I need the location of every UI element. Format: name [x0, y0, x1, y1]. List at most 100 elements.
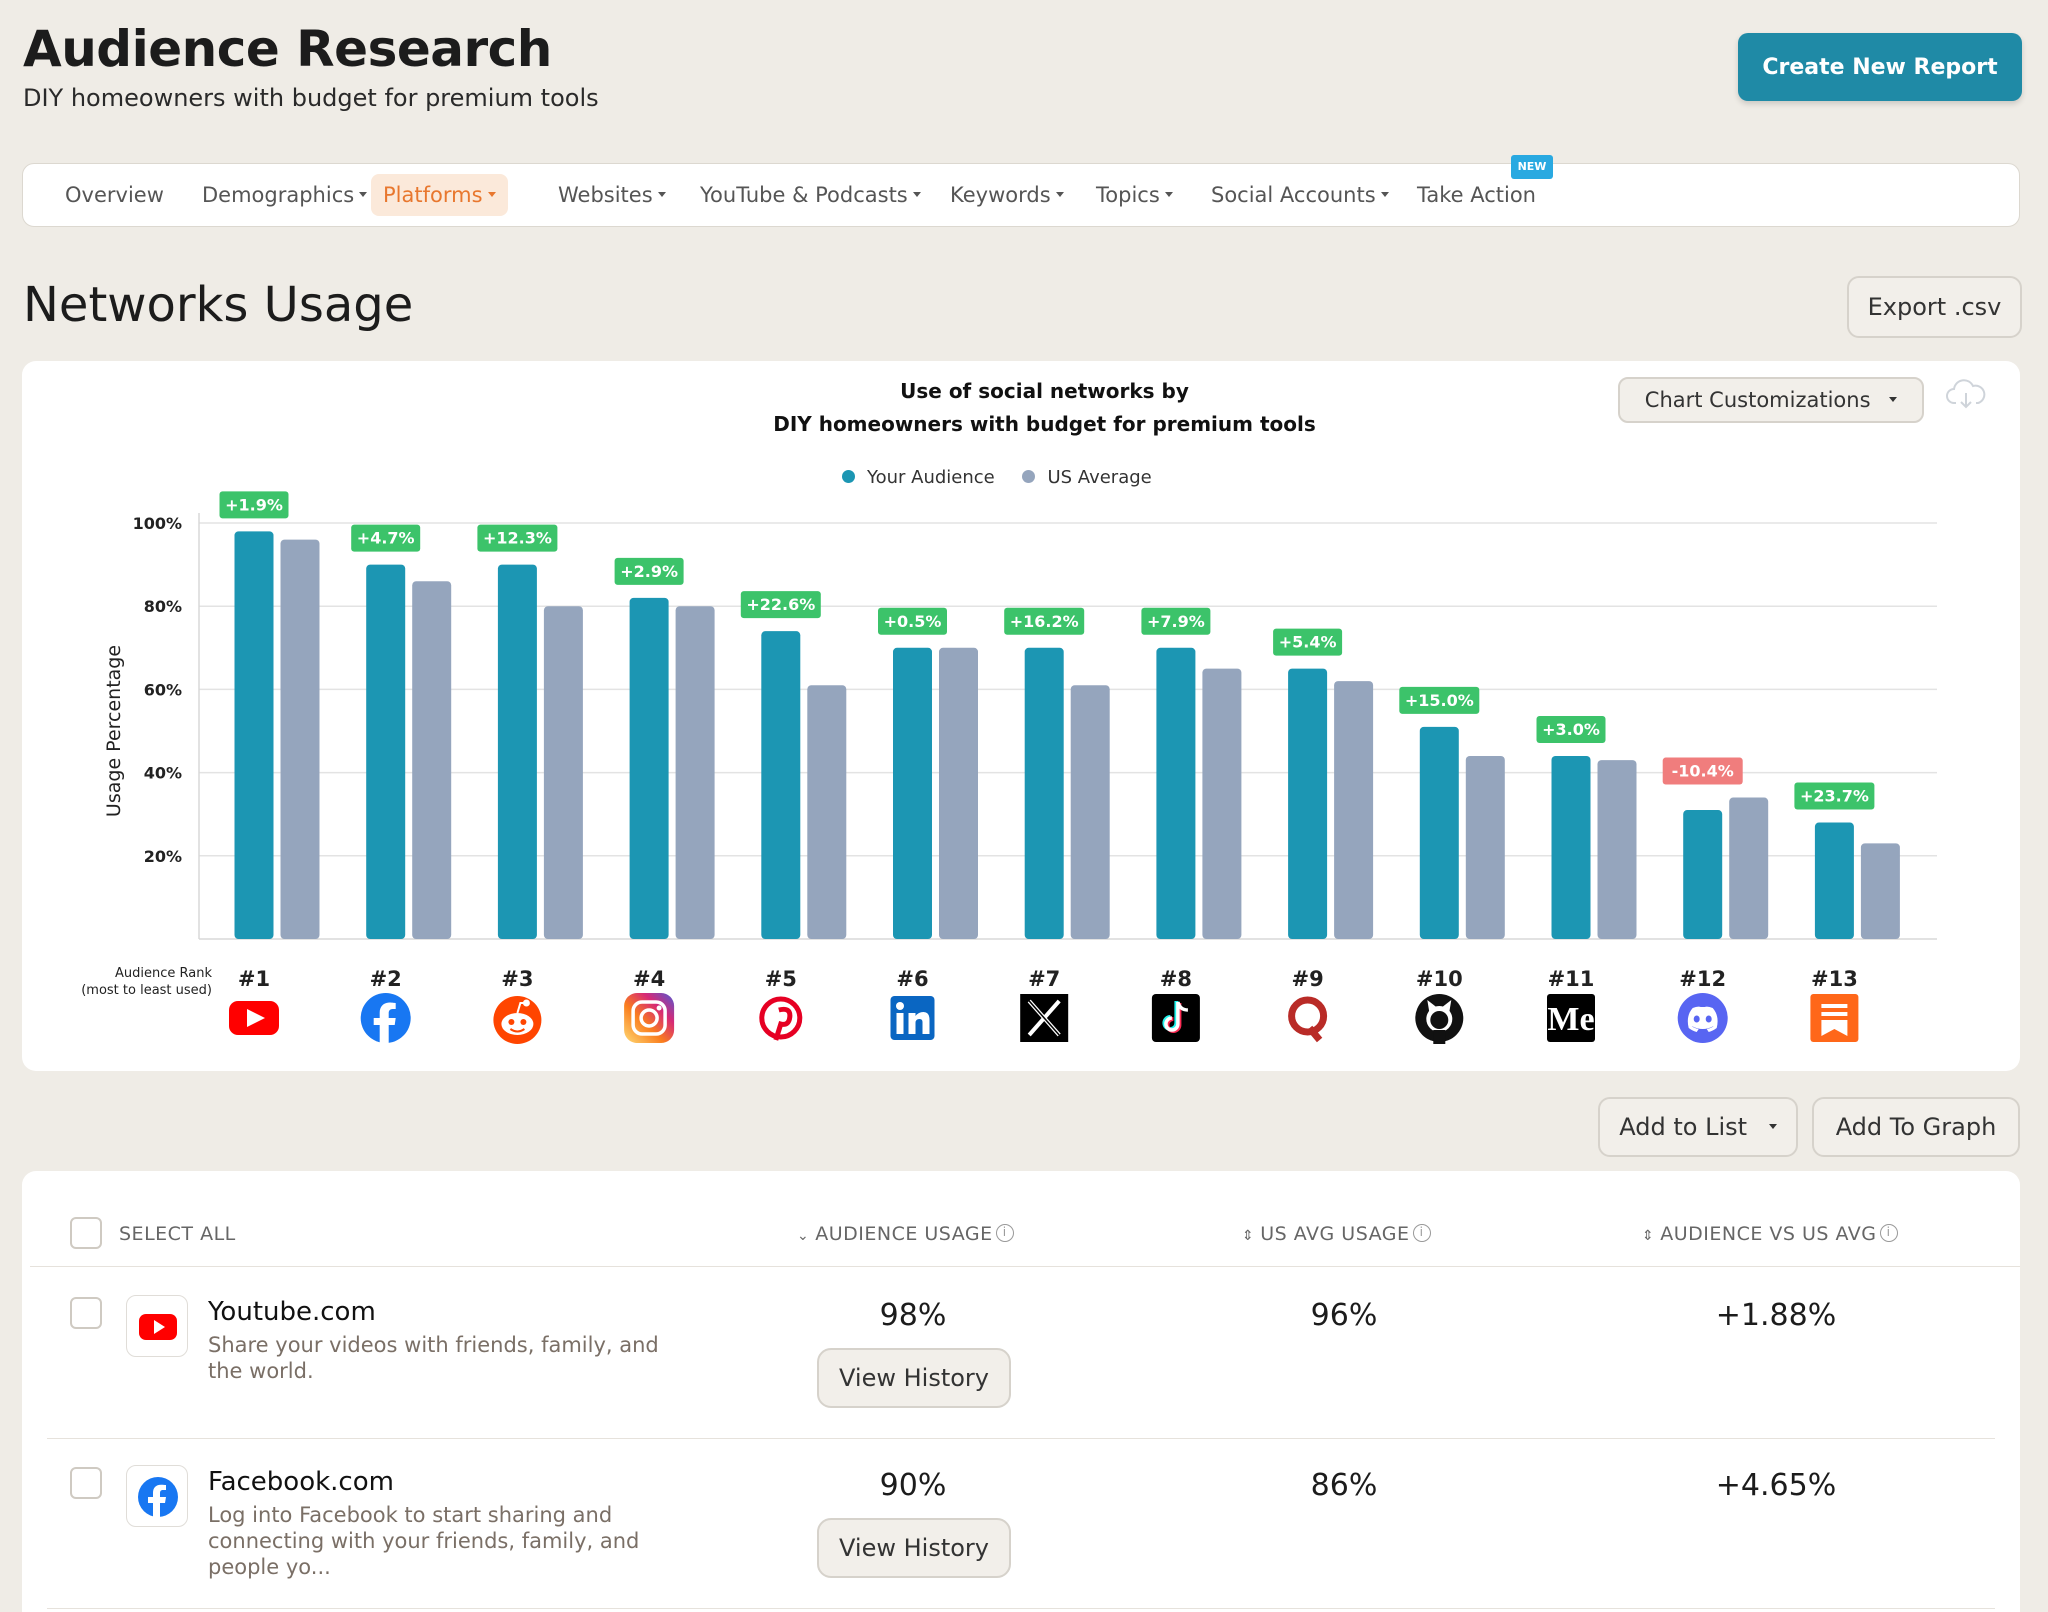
quora-icon[interactable]: [1288, 996, 1328, 1043]
youtube-icon[interactable]: [229, 1001, 279, 1035]
rank-label: #6: [896, 967, 928, 991]
view-history-button[interactable]: View History: [817, 1348, 1011, 1408]
rank-caption-line1: Audience Rank: [115, 966, 212, 981]
bar-your-audience: [497, 564, 537, 939]
header-divider: [30, 1266, 2020, 1267]
bar-us-average: [675, 606, 715, 939]
caret-down-icon: [1055, 191, 1064, 197]
create-new-report-button[interactable]: Create New Report: [1738, 33, 2022, 101]
row-checkbox[interactable]: [70, 1297, 102, 1329]
info-icon[interactable]: i: [1879, 1223, 1898, 1242]
bar-your-audience: [1024, 647, 1064, 939]
audience-usage-value: 98%: [879, 1298, 947, 1333]
info-icon[interactable]: i: [1412, 1223, 1431, 1242]
site-logo: [126, 1295, 188, 1357]
caret-down-icon: [359, 191, 368, 197]
nav-item-platforms[interactable]: Platforms: [371, 174, 508, 216]
col-header-audience-vs-us[interactable]: ⇕ AUDIENCE VS US AVG i: [1642, 1223, 1898, 1245]
chart-customizations-dropdown[interactable]: Chart Customizations: [1618, 377, 1924, 423]
bar-us-average: [1070, 685, 1110, 939]
row-checkbox[interactable]: [70, 1467, 102, 1499]
discord-icon[interactable]: [1677, 993, 1728, 1043]
col-header-label: AUDIENCE VS US AVG: [1660, 1223, 1877, 1245]
diff-label: +2.9%: [620, 562, 678, 581]
diff-label: +0.5%: [884, 612, 942, 631]
diff-label-pill: [351, 524, 421, 552]
cloud-download-icon[interactable]: [1946, 379, 1986, 411]
legend-dot: [1022, 469, 1036, 483]
diff-label-pill: [614, 557, 684, 585]
bar-us-average: [412, 581, 452, 939]
caret-down-icon: [1380, 191, 1389, 197]
nav-item-topics[interactable]: Topics: [1084, 174, 1185, 216]
diff-label: +23.7%: [1800, 787, 1869, 806]
y-tick-label: 20%: [144, 847, 182, 866]
info-icon[interactable]: i: [995, 1223, 1014, 1242]
add-to-list-dropdown[interactable]: Add to List: [1598, 1097, 1798, 1157]
tiktok-icon[interactable]: [1151, 994, 1200, 1042]
bar-your-audience: [1814, 822, 1854, 939]
svg-text:Me: Me: [1547, 1001, 1594, 1038]
bar-us-average: [1597, 760, 1637, 939]
site-name[interactable]: Youtube.com: [208, 1297, 376, 1327]
nav-item-label: Topics: [1096, 183, 1160, 207]
bar-your-audience: [234, 531, 274, 939]
nav-item-overview[interactable]: Overview: [53, 174, 176, 216]
diff-label-pill: [1141, 607, 1211, 635]
rank-label: #2: [370, 967, 402, 991]
y-tick-label: 80%: [144, 597, 182, 616]
view-history-button[interactable]: View History: [817, 1518, 1011, 1578]
col-header-audience-usage[interactable]: ⌄ AUDIENCE USAGE i: [797, 1223, 1014, 1245]
facebook-icon[interactable]: [360, 993, 411, 1043]
bar-us-average: [807, 685, 847, 939]
col-header-label: US AVG USAGE: [1260, 1223, 1410, 1245]
bar-your-audience: [893, 647, 932, 939]
bar-us-average: [543, 606, 583, 939]
nav-item-take-action[interactable]: Take Action: [1405, 174, 1548, 216]
reddit-icon[interactable]: [493, 996, 542, 1044]
col-header-us-avg-usage[interactable]: ⇕ US AVG USAGE i: [1242, 1223, 1431, 1245]
nav-item-label: Overview: [65, 183, 164, 207]
nav-item-label: Demographics: [202, 183, 355, 207]
nav-item-label: Take Action: [1417, 183, 1536, 207]
audience-rank-caption: Audience Rank (most to least used): [52, 965, 212, 999]
nav-item-social-accounts[interactable]: Social Accounts: [1199, 174, 1401, 216]
facebook-icon: [138, 1477, 178, 1517]
legend-item-your-audience[interactable]: Your Audience: [842, 467, 995, 488]
audience-vs-us-value: +4.65%: [1715, 1468, 1837, 1503]
nav-item-keywords[interactable]: Keywords: [938, 174, 1076, 216]
medium-icon[interactable]: Me: [1547, 994, 1595, 1042]
add-to-graph-button[interactable]: Add To Graph: [1812, 1097, 2020, 1157]
site-name[interactable]: Facebook.com: [208, 1467, 394, 1497]
chart-legend: Your Audience US Average: [842, 467, 1174, 488]
site-description: Log into Facebook to start sharing and c…: [208, 1503, 640, 1579]
rank-label: #13: [1811, 967, 1858, 991]
export-csv-button[interactable]: Export .csv: [1847, 276, 2022, 338]
nav-item-demographics[interactable]: Demographics: [190, 174, 379, 216]
nav-item-youtube-podcasts[interactable]: YouTube & Podcasts: [688, 174, 933, 216]
caret-down-icon: [912, 191, 921, 197]
pinterest-icon[interactable]: [759, 996, 803, 1041]
instagram-icon[interactable]: [624, 993, 675, 1043]
nav-item-label: Keywords: [950, 183, 1051, 207]
rank-label: #4: [633, 967, 665, 991]
diff-label-pill: [1273, 628, 1343, 656]
networks-table: SELECT ALL ⌄ AUDIENCE USAGE i ⇕ US AVG USAG…: [22, 1171, 2020, 1612]
page-title: Audience Research: [23, 20, 552, 78]
chart-card: 20% 40% 60% 80% 100% Usage Percentage +1.9% #1 +…: [22, 361, 2020, 1071]
site-description: Share your videos with friends, family, …: [208, 1333, 659, 1383]
substack-icon[interactable]: [1810, 994, 1859, 1042]
page-subtitle: DIY homeowners with budget for premium t…: [23, 84, 599, 112]
github-icon[interactable]: [1415, 994, 1464, 1044]
nav-item-label: Social Accounts: [1211, 183, 1376, 207]
legend-item-us-average[interactable]: US Average: [1022, 467, 1152, 488]
select-all-label[interactable]: SELECT ALL: [119, 1223, 236, 1245]
x-icon[interactable]: [1020, 994, 1069, 1042]
us-avg-usage-value: 96%: [1310, 1298, 1378, 1333]
nav-item-websites[interactable]: Websites: [546, 174, 678, 216]
bar-your-audience: [1551, 755, 1591, 939]
bar-us-average: [1860, 843, 1900, 939]
linkedin-icon[interactable]: [890, 996, 935, 1040]
bar-your-audience: [1288, 668, 1328, 939]
select-all-checkbox[interactable]: [70, 1217, 102, 1249]
